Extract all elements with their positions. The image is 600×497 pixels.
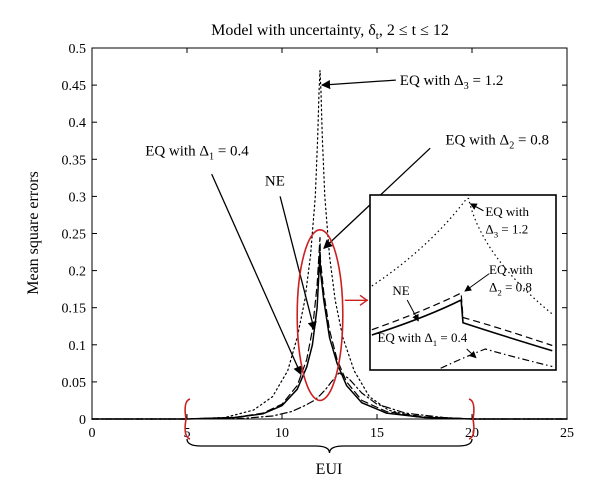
inset-link-arrow <box>359 294 369 306</box>
inset-series-dashed <box>371 292 553 347</box>
left-range-brace <box>184 398 191 440</box>
inset-arrow-delta1 <box>466 348 477 359</box>
inset-label-delta2-value: Δ2 = 0.8 <box>489 279 532 297</box>
x-tick-label: 15 <box>370 426 384 441</box>
annotation-arrow <box>320 79 396 90</box>
series-dotted-line <box>91 70 568 420</box>
y-tick-label: 0.05 <box>62 376 87 391</box>
inset-label-delta3: EQ with <box>485 204 529 219</box>
x-axis-label: EUI <box>316 461 343 478</box>
y-tick-label: 0.25 <box>62 228 87 243</box>
chart-title-subscript: t <box>376 30 379 42</box>
x-tick-label: 5 <box>184 426 191 441</box>
inset-series-dotted <box>371 197 553 315</box>
inset-label-delta2: EQ with <box>489 262 533 277</box>
y-tick-label: 0.3 <box>69 190 87 205</box>
inset-series-solid <box>371 298 553 352</box>
y-tick-label: 0.45 <box>62 79 87 94</box>
y-tick-label: 0.15 <box>62 302 87 317</box>
annotation-label: EQ with Δ1 = 0.4 <box>145 144 249 163</box>
y-tick-label: 0.35 <box>62 153 87 168</box>
chart-title: Model with uncertainty, δt, 2 ≤ t ≤ 12 <box>211 22 449 42</box>
annotation-arrow <box>211 173 302 376</box>
annotation-arrow <box>279 196 317 331</box>
y-tick-label: 0.2 <box>69 265 87 280</box>
x-tick-label: 20 <box>465 426 479 441</box>
range-curly-brace <box>186 438 473 454</box>
inset-arrow-delta3 <box>469 203 484 212</box>
inset-arrow-ne <box>406 299 419 322</box>
y-axis-label: Mean square errors <box>25 171 42 295</box>
series-group <box>91 70 568 420</box>
x-tick-label: 10 <box>275 426 289 441</box>
x-tick-label: 25 <box>560 426 574 441</box>
x-tick-label: 0 <box>89 426 96 441</box>
y-tick-label: 0 <box>79 413 86 428</box>
series-solid-line <box>91 251 568 420</box>
y-tick-label: 0.5 <box>69 42 87 57</box>
inset-label-delta1: EQ with Δ1 = 0.4 <box>377 330 467 348</box>
annotation-label: EQ with Δ2 = 0.8 <box>445 132 549 151</box>
annotations: EQ with Δ3 = 1.2 EQ with Δ2 = 0.8 EQ with … <box>145 73 549 454</box>
y-tick-label: 0.1 <box>69 339 87 354</box>
inset-series-dashdot <box>440 348 553 369</box>
inset-zoom: EQ with Δ3 = 1.2 EQ with Δ2 = 0.8 NE EQ with … <box>344 194 557 371</box>
inset-arrow-delta2 <box>464 273 490 292</box>
inset-label-ne: NE <box>392 283 409 298</box>
inset-frame <box>369 194 557 371</box>
highlight-ellipse <box>296 228 344 402</box>
right-range-brace <box>468 398 475 440</box>
y-tick-label: 0.4 <box>69 116 87 131</box>
series-dashdot-line <box>91 372 568 420</box>
inset-label-delta3-value: Δ3 = 1.2 <box>485 222 528 240</box>
annotation-label: NE <box>265 173 285 189</box>
annotation-label: EQ with Δ3 = 1.2 <box>400 73 504 92</box>
series-dashed-line <box>91 237 568 420</box>
